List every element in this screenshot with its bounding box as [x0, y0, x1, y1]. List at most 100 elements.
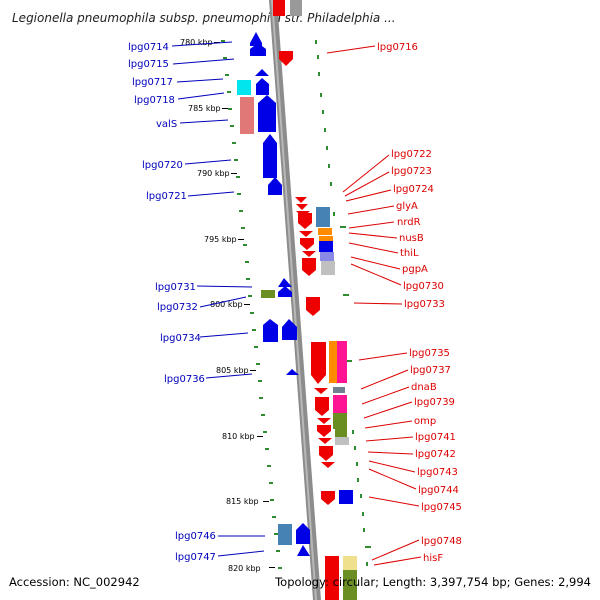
- gene-lpg0748[interactable]: [325, 556, 339, 600]
- gene-pgpA[interactable]: [302, 258, 316, 276]
- gene-thiL[interactable]: [302, 251, 316, 257]
- gene-lpg0736[interactable]: [286, 369, 299, 375]
- gene-lpg0717[interactable]: [237, 80, 251, 95]
- label-lpg0748[interactable]: lpg0748: [421, 536, 462, 547]
- label-lpg0745[interactable]: lpg0745: [421, 502, 462, 513]
- gene-omp-box[interactable]: [333, 413, 347, 429]
- label-lpg0736[interactable]: lpg0736: [164, 374, 205, 385]
- gene-lpg0746b[interactable]: [296, 523, 310, 544]
- label-lpg0744[interactable]: lpg0744: [418, 485, 459, 496]
- label-glyA[interactable]: glyA: [396, 201, 418, 212]
- gene-hisF[interactable]: [343, 570, 357, 600]
- gene-lpg0718[interactable]: [256, 78, 269, 95]
- gene-lpg0731b[interactable]: [278, 286, 292, 297]
- gene-valS-box[interactable]: [240, 97, 254, 134]
- label-lpg0716[interactable]: lpg0716: [377, 42, 418, 53]
- scale-label: 780 kbp: [180, 38, 213, 47]
- gene-lpg0732[interactable]: [261, 290, 275, 298]
- label-lpg0747[interactable]: lpg0747: [175, 552, 216, 563]
- gene-lpg0742-box[interactable]: [335, 437, 349, 445]
- left-leader-lines: [171, 41, 265, 557]
- label-lpg0715[interactable]: lpg0715: [128, 59, 169, 70]
- gene-valS[interactable]: [258, 95, 276, 132]
- label-lpg0720[interactable]: lpg0720: [142, 160, 183, 171]
- gene-lpg0735[interactable]: [311, 342, 326, 384]
- scale-label: 800 kbp: [210, 300, 243, 309]
- gene-lpg0745[interactable]: [321, 491, 335, 505]
- gene-lpg0733[interactable]: [306, 297, 320, 316]
- scale-label: 790 kbp: [197, 169, 230, 178]
- label-lpg0724[interactable]: lpg0724: [393, 184, 434, 195]
- gene-lpg0722[interactable]: [295, 197, 307, 203]
- gene-lpg0747[interactable]: [297, 545, 310, 556]
- gene-lpg0730-grey[interactable]: [321, 261, 335, 275]
- label-valS[interactable]: valS: [156, 119, 177, 130]
- gene-lpg0730-box[interactable]: [320, 252, 334, 261]
- partial-gene-box[interactable]: [273, 0, 285, 16]
- label-lpg0742[interactable]: lpg0742: [415, 449, 456, 460]
- gene-lpg0744[interactable]: [321, 462, 335, 468]
- gene-nusB[interactable]: [300, 238, 314, 250]
- label-lpg0732[interactable]: lpg0732: [157, 302, 198, 313]
- gene-hisF-box[interactable]: [343, 556, 357, 570]
- label-lpg0714[interactable]: lpg0714: [128, 42, 169, 53]
- gene-lpg0716[interactable]: [279, 51, 293, 66]
- gene-glyA[interactable]: [298, 213, 312, 229]
- label-lpg0730[interactable]: lpg0730: [403, 281, 444, 292]
- gene-lpg0739[interactable]: [315, 397, 329, 416]
- gene-omp[interactable]: [317, 418, 331, 424]
- label-thiL[interactable]: thiL: [400, 248, 419, 259]
- gene-lpg0745-box[interactable]: [339, 490, 353, 504]
- label-lpg0723[interactable]: lpg0723: [391, 166, 432, 177]
- gene-lpg0734a[interactable]: [263, 319, 278, 342]
- label-lpg0734[interactable]: lpg0734: [160, 333, 201, 344]
- label-lpg0743[interactable]: lpg0743: [417, 467, 458, 478]
- gene-lpg0743[interactable]: [319, 446, 333, 461]
- partial-gene-box[interactable]: [290, 0, 302, 16]
- gene-lpg0734b[interactable]: [282, 319, 297, 340]
- gene-lpg0717-triangle[interactable]: [255, 69, 269, 76]
- gene-lpg0742[interactable]: [318, 438, 332, 444]
- label-lpg0739[interactable]: lpg0739: [414, 397, 455, 408]
- gene-lpg0723[interactable]: [296, 204, 308, 210]
- label-omp[interactable]: omp: [414, 416, 436, 427]
- scale-labels: 780 kbp 785 kbp 790 kbp 795 kbp 800 kbp …: [180, 38, 261, 573]
- gene-nrdR[interactable]: [299, 231, 313, 237]
- label-lpg0718[interactable]: lpg0718: [134, 95, 175, 106]
- label-lpg0737[interactable]: lpg0737: [410, 365, 451, 376]
- label-hisF[interactable]: hisF: [423, 553, 443, 564]
- gene-lpg0741[interactable]: [317, 425, 331, 437]
- label-nusB[interactable]: nusB: [399, 233, 424, 244]
- gene-lpg0746[interactable]: [278, 524, 292, 545]
- label-lpg0717[interactable]: lpg0717: [132, 77, 173, 88]
- gene-lpg0741-box[interactable]: [335, 429, 347, 437]
- gene-nusB-box[interactable]: [318, 228, 332, 235]
- gene-pgpA-box[interactable]: [319, 241, 333, 252]
- gene-lpg0714[interactable]: [250, 32, 262, 46]
- label-pgpA[interactable]: pgpA: [402, 264, 428, 275]
- gene-thiL-box[interactable]: [319, 236, 333, 241]
- label-lpg0746[interactable]: lpg0746: [175, 531, 216, 542]
- label-lpg0733[interactable]: lpg0733: [404, 299, 445, 310]
- gene-lpg0737-bar[interactable]: [329, 341, 337, 383]
- gene-lpg0731[interactable]: [278, 278, 292, 287]
- label-lpg0735[interactable]: lpg0735: [409, 348, 450, 359]
- label-lpg0722[interactable]: lpg0722: [391, 149, 432, 160]
- gene-glyA-box[interactable]: [316, 207, 330, 227]
- gene-lpg0735-bar[interactable]: [337, 341, 347, 383]
- reverse-strand-genes: [279, 51, 357, 600]
- label-dnaB[interactable]: dnaB: [411, 382, 437, 393]
- label-lpg0741[interactable]: lpg0741: [415, 432, 456, 443]
- gene-dnaB[interactable]: [314, 388, 328, 394]
- gene-dnaB-box[interactable]: [333, 387, 345, 393]
- label-lpg0731[interactable]: lpg0731: [155, 282, 196, 293]
- gene-lpg0721[interactable]: [268, 177, 282, 195]
- scale-label: 795 kbp: [204, 235, 237, 244]
- label-nrdR[interactable]: nrdR: [397, 217, 421, 228]
- gene-lpg0739-box[interactable]: [333, 395, 347, 413]
- label-lpg0721[interactable]: lpg0721: [146, 191, 187, 202]
- topology-text: Topology: circular; Length: 3,397,754 bp…: [274, 575, 591, 589]
- gene-lpg0720[interactable]: [263, 134, 277, 178]
- gene-lpg0715[interactable]: [250, 43, 266, 56]
